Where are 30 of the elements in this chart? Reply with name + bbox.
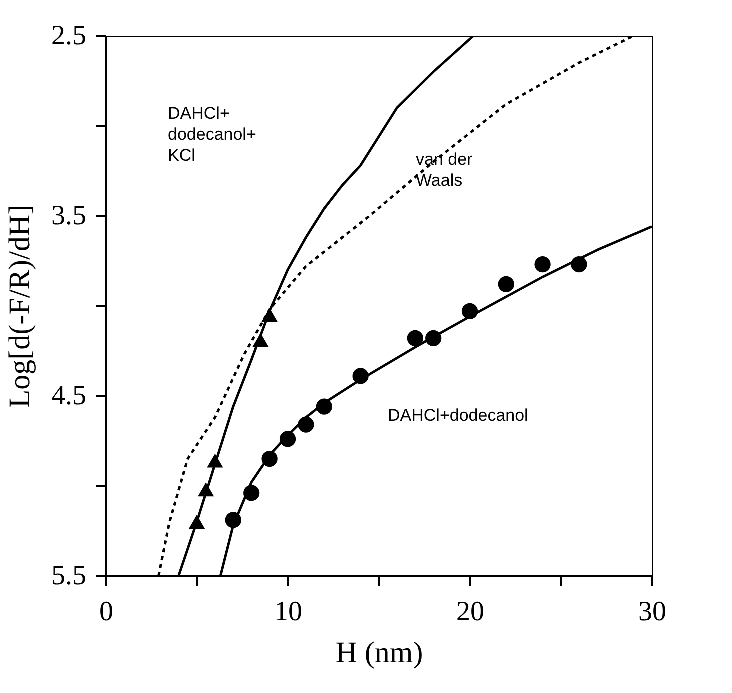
point: [188, 515, 206, 529]
annotation: DAHCl+ dodecanol+ KCl: [168, 104, 256, 165]
point: [426, 330, 442, 346]
point: [352, 368, 369, 384]
point: [407, 330, 424, 346]
point: [462, 303, 478, 320]
point: [198, 482, 214, 497]
x-tick-label: 20: [456, 596, 484, 628]
point: [571, 256, 588, 273]
point: [225, 512, 242, 528]
point: [262, 308, 278, 322]
x-tick-label: 10: [274, 596, 302, 628]
y-tick-label: 3.5: [52, 200, 86, 232]
x-tick-label: 30: [638, 596, 666, 628]
annotation: DAHCl+dodecanol: [388, 406, 528, 425]
point: [498, 276, 514, 292]
point: [207, 454, 224, 468]
point: [298, 416, 314, 433]
point: [252, 333, 269, 348]
y-axis-title: Log[d(-F/R)/dH]: [4, 204, 36, 408]
point: [316, 398, 332, 415]
point: [244, 485, 260, 502]
y-tick-label: 4.5: [52, 380, 86, 412]
x-axis-title: H (nm): [336, 636, 424, 670]
y-tick-label: 5.5: [52, 560, 86, 592]
point: [280, 431, 296, 448]
point: [534, 256, 551, 273]
point: [262, 450, 278, 468]
x-tick-label: 0: [100, 596, 114, 628]
y-tick-label: 2.5: [52, 20, 86, 52]
